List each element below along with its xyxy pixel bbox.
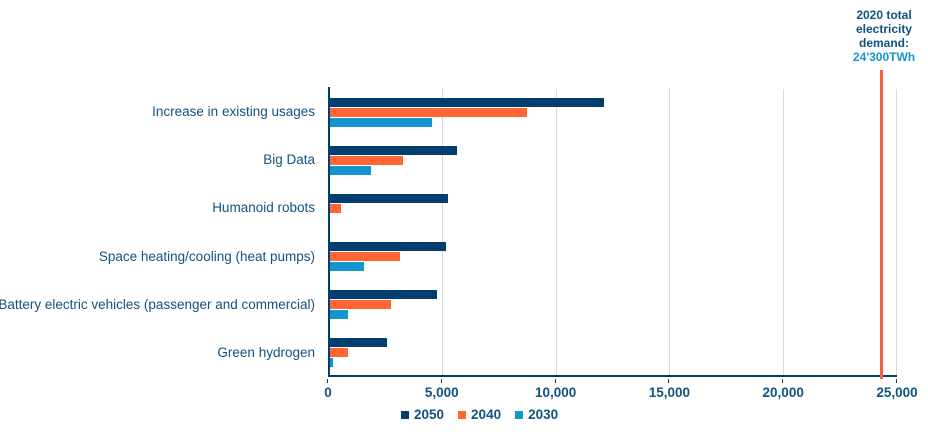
tick-mark: [327, 379, 328, 383]
bar-group: [330, 327, 897, 375]
annotation-label-line: demand:: [858, 36, 909, 50]
legend-label: 2050: [414, 407, 445, 422]
bar-2040: [330, 108, 528, 117]
bar-2050: [330, 146, 457, 155]
bar-2050: [330, 290, 437, 299]
annotation-label: 2020 total electricity demand:: [834, 8, 928, 50]
category-label: Battery electric vehicles (passenger and…: [0, 296, 315, 312]
tick-mark: [554, 379, 556, 383]
plot-area: [328, 87, 897, 377]
legend-swatch-icon: [458, 410, 467, 419]
bar-group: [330, 87, 897, 135]
bar-2050: [330, 338, 387, 347]
x-axis: 0 5,000 10,000 15,000 20,000 25,000: [324, 379, 918, 403]
bar-group: [330, 135, 897, 183]
category-label: Increase in existing usages: [152, 103, 315, 119]
legend-label: 2030: [528, 407, 559, 422]
tick-mark: [440, 379, 442, 383]
legend-label: 2040: [471, 407, 502, 422]
category-labels: Increase in existing usages Big Data Human…: [0, 87, 322, 377]
category-label: Big Data: [263, 151, 315, 167]
tick-label: 10,000: [534, 385, 577, 400]
bar-2040: [330, 300, 392, 309]
tick-label: 5,000: [424, 385, 459, 400]
gridline: [896, 89, 897, 375]
bar-2040: [330, 252, 401, 261]
tick-mark: [782, 379, 784, 383]
bar-group: [330, 279, 897, 327]
bar-2030: [330, 358, 334, 367]
tick-mark: [668, 379, 670, 383]
legend: 2050 2040 2030: [401, 407, 558, 422]
gridline: [669, 89, 671, 375]
tick-mark: [896, 379, 897, 383]
bar-2050: [330, 98, 605, 107]
reference-line-2020-demand: [880, 70, 883, 379]
annotation-2020-demand: 2020 total electricity demand: 24'300TWh: [834, 8, 928, 64]
annotation-label-line: 2020 total: [856, 8, 912, 22]
bar-2040: [330, 348, 349, 357]
bar-2050: [330, 242, 446, 251]
bar-group: [330, 183, 897, 231]
bar-2030: [330, 166, 371, 175]
legend-item-2030: 2030: [515, 407, 558, 422]
legend-item-2040: 2040: [458, 407, 501, 422]
bar-2040: [330, 156, 403, 165]
gridline: [555, 89, 557, 375]
bar-group: [330, 231, 897, 279]
legend-swatch-icon: [401, 410, 409, 419]
tick-label: 15,000: [648, 385, 691, 400]
bar-2030: [330, 262, 365, 271]
annotation-value: 24'300TWh: [852, 50, 916, 64]
tick-label: 25,000: [876, 385, 918, 400]
category-label: Space heating/cooling (heat pumps): [98, 248, 315, 264]
bar-2050: [330, 194, 448, 203]
tick-label: 20,000: [762, 385, 804, 400]
annotation-label-line: electricity: [855, 22, 913, 36]
category-label: Humanoid robots: [212, 200, 315, 216]
gridline: [782, 89, 784, 375]
bar-2030: [330, 118, 433, 127]
legend-item-2050: 2050: [401, 407, 444, 422]
bar-2040: [330, 204, 342, 213]
legend-swatch-icon: [515, 410, 524, 419]
gridline: [442, 89, 444, 375]
category-label: Green hydrogen: [217, 345, 315, 361]
tick-label: 0: [324, 385, 332, 400]
bar-2030: [330, 310, 349, 319]
